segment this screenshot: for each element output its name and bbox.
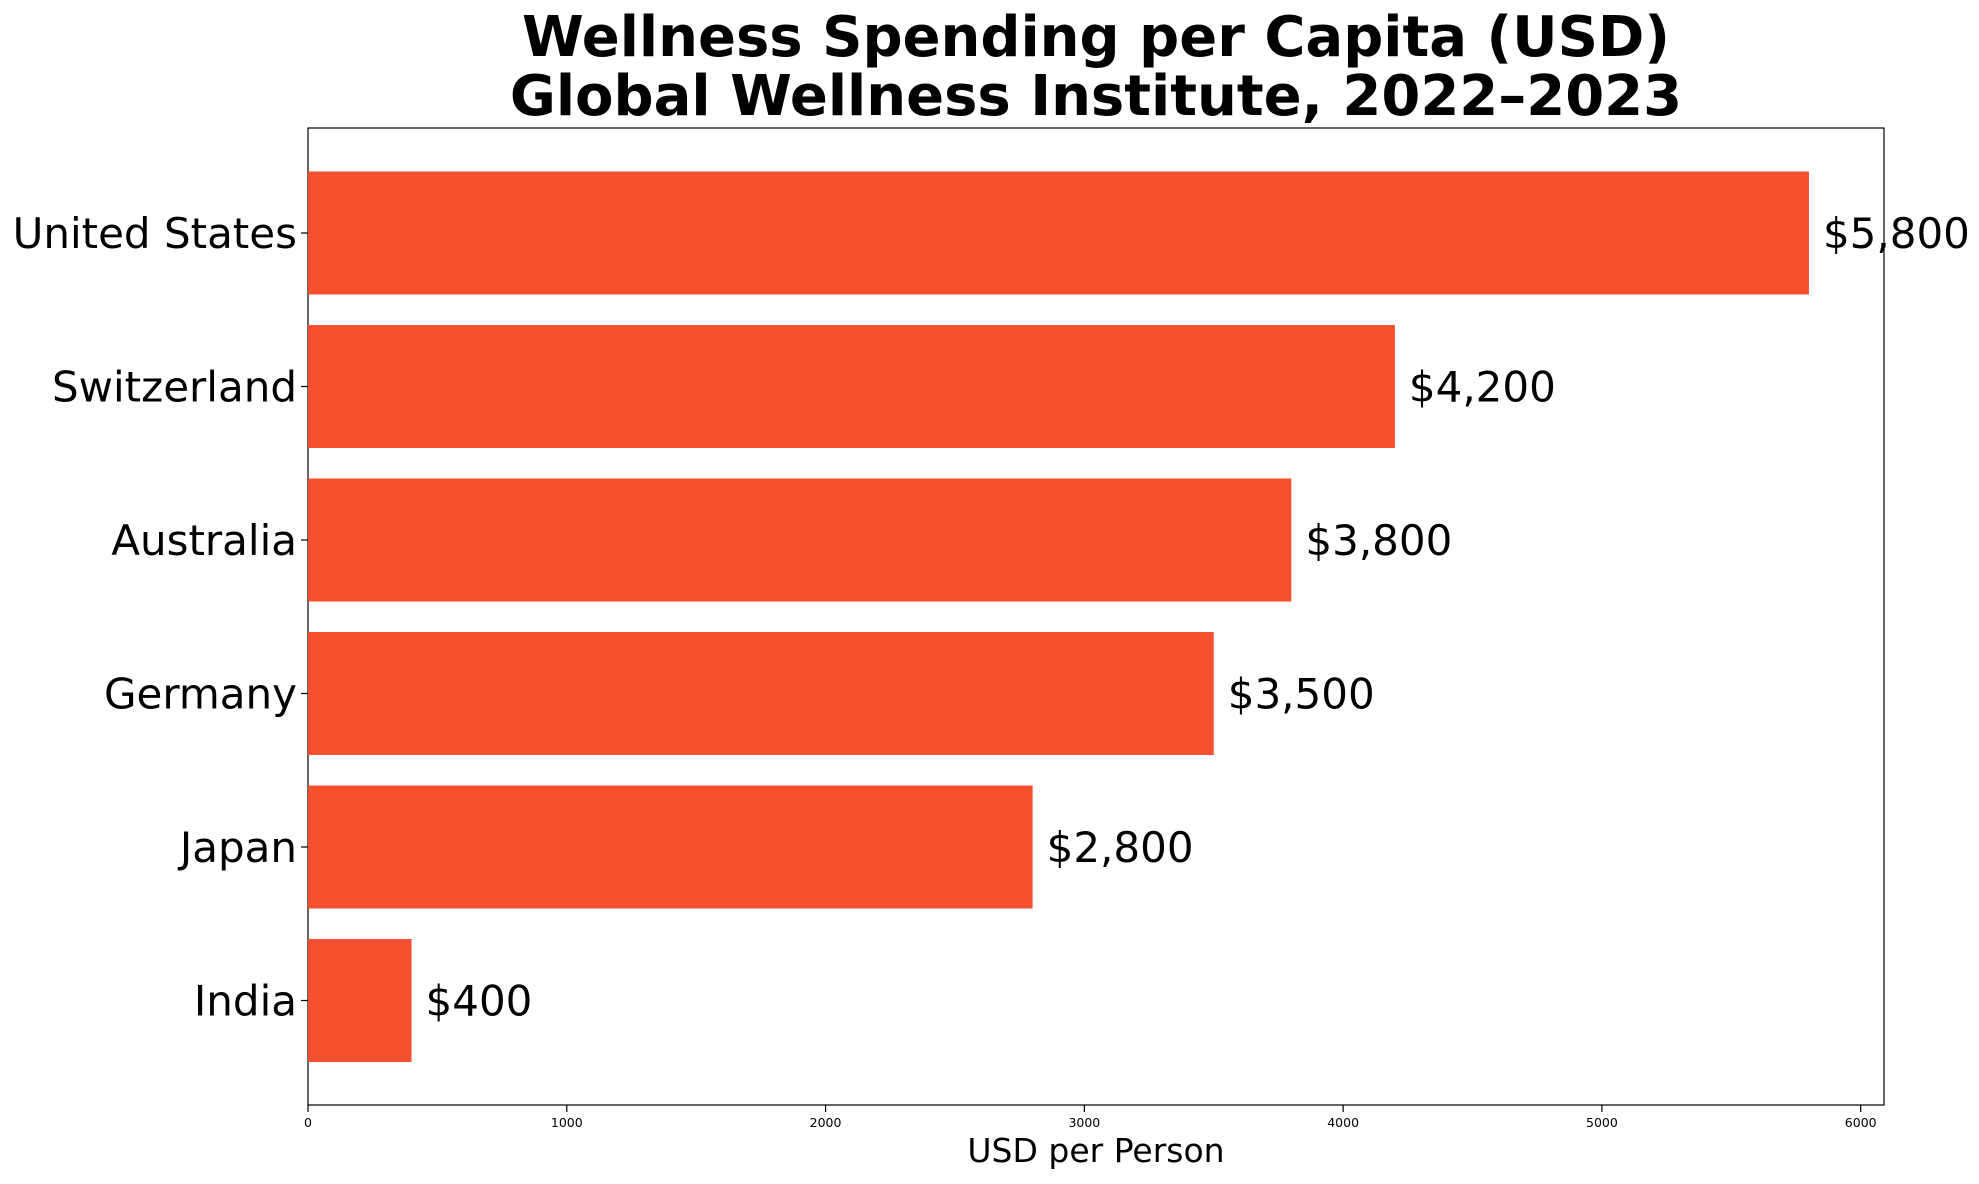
- category-label-united-states: United States: [13, 209, 297, 258]
- value-label-india: $400: [426, 977, 533, 1026]
- x-tick-label-1000: 1000: [551, 1115, 583, 1130]
- x-tick-label-2000: 2000: [810, 1115, 842, 1130]
- chart-title-line-1: Wellness Spending per Capita (USD): [522, 5, 1670, 70]
- value-label-switzerland: $4,200: [1409, 363, 1556, 412]
- y-axis: United States Switzerland Australia Germany…: [13, 209, 308, 1026]
- value-label-germany: $3,500: [1228, 670, 1375, 719]
- value-label-japan: $2,800: [1047, 823, 1194, 872]
- bar-australia: [308, 478, 1292, 602]
- bar-japan: [308, 785, 1033, 909]
- category-label-germany: Germany: [104, 670, 297, 719]
- x-axis: 0 1000 2000 3000 4000 5000 6000: [304, 1105, 1877, 1130]
- bar-india: [308, 939, 412, 1062]
- category-label-australia: Australia: [111, 516, 297, 565]
- x-tick-label-5000: 5000: [1586, 1115, 1618, 1130]
- category-label-japan: Japan: [177, 823, 297, 872]
- bar-switzerland: [308, 325, 1395, 448]
- x-tick-label-3000: 3000: [1068, 1115, 1100, 1130]
- category-label-india: India: [194, 977, 297, 1026]
- chart-title-line-2: Global Wellness Institute, 2022–2023: [510, 64, 1682, 129]
- x-axis-title: USD per Person: [967, 1131, 1224, 1170]
- value-label-united-states: $5,800: [1823, 209, 1970, 258]
- bar-united-states: [308, 171, 1809, 295]
- bars-group: $5,800 $4,200 $3,800 $3,500 $2,800 $400: [308, 171, 1970, 1062]
- x-tick-label-4000: 4000: [1327, 1115, 1359, 1130]
- x-tick-label-6000: 6000: [1845, 1115, 1877, 1130]
- bar-germany: [308, 632, 1214, 755]
- category-label-switzerland: Switzerland: [52, 363, 297, 412]
- plot-area-frame: [307, 127, 1885, 1106]
- value-label-australia: $3,800: [1305, 516, 1452, 565]
- x-tick-label-0: 0: [304, 1115, 312, 1130]
